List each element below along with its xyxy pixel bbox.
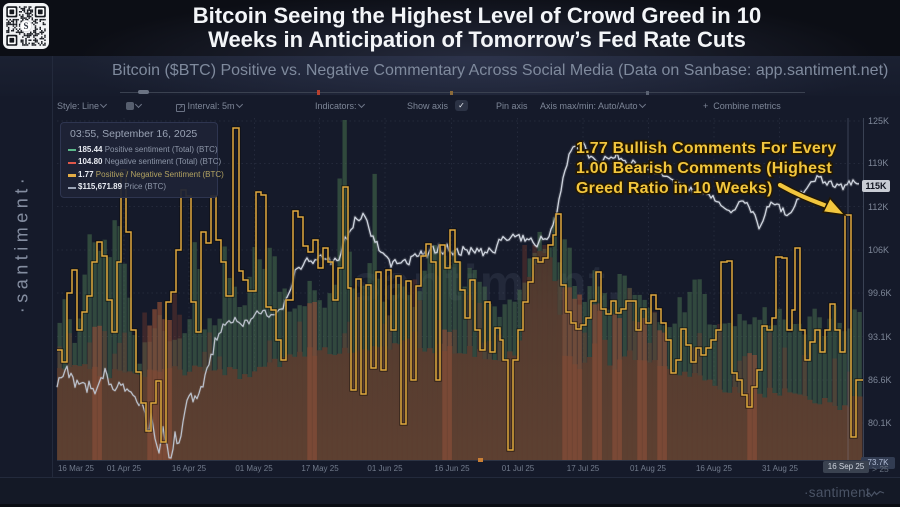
svg-text:·santiment: ·santiment: [804, 485, 870, 500]
svg-text:S: S: [23, 21, 28, 31]
svg-text:1.77 Bullish Comments For Ever: 1.77 Bullish Comments For Every: [576, 140, 837, 157]
svg-text:1.00 Bearish Comments (Highest: 1.00 Bearish Comments (Highest: [576, 160, 832, 177]
svg-text:Greed Ratio in 10 Weeks): Greed Ratio in 10 Weeks): [576, 180, 773, 197]
